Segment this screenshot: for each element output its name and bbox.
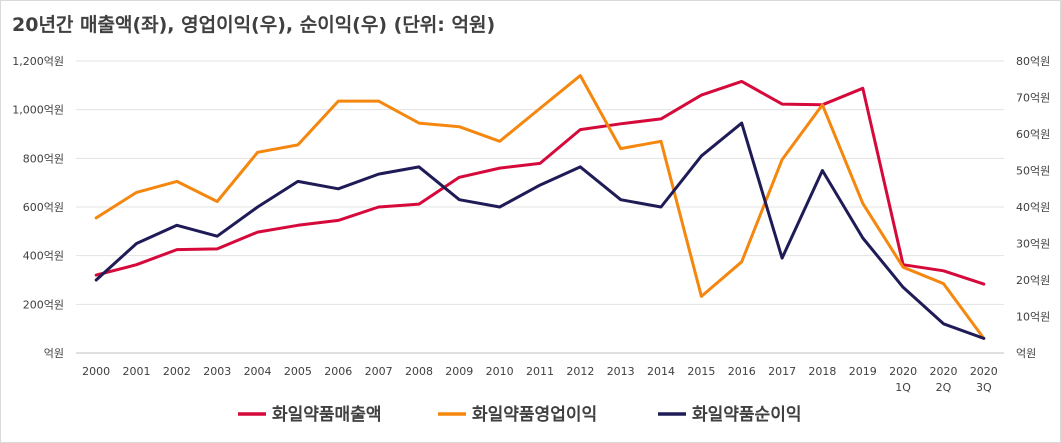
x-tick-label: 2005 xyxy=(284,365,312,378)
x-tick-label: 2003 xyxy=(203,365,231,378)
x-tick-label: 2007 xyxy=(365,365,393,378)
x-axis-ticks: 2000 2001 2002 2003 2004 2005 2006 2007 2008 2009… xyxy=(82,365,998,394)
x-tick-label: 2019 xyxy=(849,365,877,378)
right-tick-label: 50억원 xyxy=(1016,165,1050,178)
right-tick-label: 10억원 xyxy=(1016,311,1050,324)
right-tick-label: 80억원 xyxy=(1016,55,1050,68)
right-tick-label: 40억원 xyxy=(1016,201,1050,214)
x-tick-label: 3Q xyxy=(976,381,992,394)
left-tick-label: 1,000억원 xyxy=(12,104,64,117)
legend-label: 화일약품순이익 xyxy=(692,404,801,425)
x-tick-label: 2020 xyxy=(929,365,957,378)
x-tick-label: 2014 xyxy=(647,365,675,378)
x-tick-label: 2001 xyxy=(123,365,151,378)
x-tick-label: 2006 xyxy=(324,365,352,378)
x-tick-label: 2009 xyxy=(445,365,473,378)
x-tick-label: 2012 xyxy=(566,365,594,378)
series-line-1 xyxy=(94,79,986,286)
x-tick-label: 2018 xyxy=(808,365,836,378)
x-tick-label: 2020 xyxy=(970,365,998,378)
legend-label: 화일약품매출액 xyxy=(272,404,381,425)
left-tick-label: 600억원 xyxy=(23,201,64,214)
legend: 화일약품매출액 화일약품영업이익 화일약품순이익 xyxy=(238,404,801,425)
x-tick-label: 2008 xyxy=(405,365,433,378)
x-tick-label: 1Q xyxy=(895,381,911,394)
left-tick-label: 1,200억원 xyxy=(12,55,64,68)
chart-title: 20년간 매출액(좌), 영업이익(우), 순이익(우) (단위: 억원) xyxy=(12,14,496,36)
x-tick-label: 2004 xyxy=(244,365,272,378)
left-tick-label: 400억원 xyxy=(23,250,64,263)
right-tick-label: 30억원 xyxy=(1016,238,1050,251)
x-tick-label: 2Q xyxy=(936,381,952,394)
gridlines xyxy=(76,60,1004,354)
right-tick-label: 70억원 xyxy=(1016,92,1050,105)
right-tick-label: 20억원 xyxy=(1016,274,1050,287)
left-tick-label: 800억원 xyxy=(23,152,64,165)
right-tick-label: 60억원 xyxy=(1016,128,1050,141)
left-tick-label: 억원 xyxy=(44,347,64,360)
series-line-2 xyxy=(94,74,986,340)
legend-label: 화일약품영업이익 xyxy=(472,404,597,425)
x-tick-label: 2020 xyxy=(889,365,917,378)
x-tick-label: 2016 xyxy=(728,365,756,378)
series-lines xyxy=(94,74,986,340)
x-tick-label: 2013 xyxy=(607,365,635,378)
right-axis-ticks: 억원 10억원 20억원 30억원 40억원 50억원 60억원 70억원 80억원 xyxy=(1016,55,1050,360)
x-tick-label: 2000 xyxy=(82,365,110,378)
right-tick-label: 억원 xyxy=(1016,347,1036,360)
x-tick-label: 2010 xyxy=(486,365,514,378)
x-tick-label: 2015 xyxy=(687,365,715,378)
series-line-3 xyxy=(94,121,986,340)
left-tick-label: 200억원 xyxy=(23,298,64,311)
x-tick-label: 2011 xyxy=(526,365,554,378)
x-tick-label: 2002 xyxy=(163,365,191,378)
x-tick-label: 2017 xyxy=(768,365,796,378)
left-axis-ticks: 억원 200억원 400억원 600억원 800억원 1,000억원 1,200억원 xyxy=(12,55,64,360)
